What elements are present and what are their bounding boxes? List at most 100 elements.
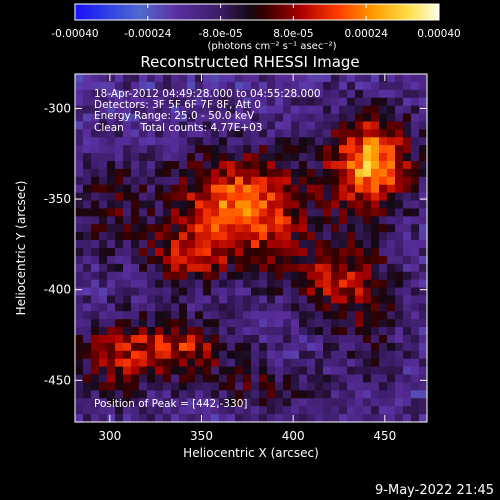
heatmap-cell xyxy=(83,327,92,336)
heatmap-cell xyxy=(275,414,284,423)
heatmap-cell xyxy=(163,390,172,399)
heatmap-cell xyxy=(355,224,364,233)
heatmap-cell xyxy=(155,255,164,265)
heatmap-cell xyxy=(163,200,172,210)
heatmap-cell xyxy=(419,81,428,91)
heatmap-cell xyxy=(83,224,92,233)
heatmap-cell xyxy=(91,184,100,194)
heatmap-cell xyxy=(243,279,252,289)
heatmap-cell xyxy=(203,208,212,217)
heatmap-cell xyxy=(339,232,348,241)
heatmap-cell xyxy=(243,89,252,99)
heatmap-cell xyxy=(75,350,84,360)
heatmap-cell xyxy=(267,406,276,415)
heatmap-cell xyxy=(323,319,332,328)
heatmap-cell xyxy=(355,287,364,297)
heatmap-cell xyxy=(315,303,324,312)
heatmap-cell xyxy=(219,153,228,162)
heatmap-cell xyxy=(379,406,388,415)
heatmap-cell xyxy=(331,358,340,368)
heatmap-cell xyxy=(227,287,236,297)
heatmap-cell xyxy=(155,232,164,241)
heatmap-cell xyxy=(363,366,372,376)
heatmap-cell xyxy=(171,319,180,328)
heatmap-cell xyxy=(243,232,252,241)
heatmap-cell xyxy=(323,303,332,312)
heatmap-cell xyxy=(203,161,212,170)
heatmap-cell xyxy=(251,200,260,210)
heatmap-cell xyxy=(387,374,396,384)
heatmap-cell xyxy=(235,216,244,225)
heatmap-cell xyxy=(387,287,396,297)
heatmap-cell xyxy=(331,81,340,91)
heatmap-cell xyxy=(395,168,404,178)
heatmap-cell xyxy=(187,358,196,368)
heatmap-cell xyxy=(379,224,388,233)
heatmap-cell xyxy=(395,382,404,391)
heatmap-cell xyxy=(347,335,356,344)
heatmap-cell xyxy=(203,121,212,130)
heatmap-cell xyxy=(403,137,412,146)
heatmap-cell xyxy=(163,263,172,273)
heatmap-cell xyxy=(339,303,348,312)
heatmap-cell xyxy=(411,176,420,186)
heatmap-cell xyxy=(235,366,244,376)
heatmap-cell xyxy=(195,208,204,217)
heatmap-cell xyxy=(75,319,84,328)
heatmap-cell xyxy=(147,232,156,241)
heatmap-cell xyxy=(75,113,84,123)
heatmap-cell xyxy=(419,382,428,391)
heatmap-cell xyxy=(195,279,204,289)
heatmap-cell xyxy=(299,208,308,217)
heatmap-cell xyxy=(107,224,116,233)
heatmap-cell xyxy=(299,113,308,123)
heatmap-cell xyxy=(179,240,188,249)
heatmap-cell xyxy=(235,153,244,162)
heatmap-cell xyxy=(195,248,204,257)
heatmap-cell xyxy=(139,366,148,376)
heatmap-cell xyxy=(75,97,84,107)
heatmap-cell xyxy=(123,129,132,138)
heatmap-cell xyxy=(307,358,316,368)
heatmap-cell xyxy=(163,287,172,297)
heatmap-cell xyxy=(299,311,308,320)
heatmap-cell xyxy=(419,319,428,328)
heatmap-cell xyxy=(99,263,108,273)
heatmap-cell xyxy=(123,366,132,376)
heatmap-cell xyxy=(227,374,236,384)
heatmap-cell xyxy=(419,390,428,399)
heatmap-cell xyxy=(115,184,124,194)
heatmap-cell xyxy=(395,366,404,376)
heatmap-cell xyxy=(283,287,292,297)
heatmap-cell xyxy=(307,271,316,281)
heatmap-cell xyxy=(131,255,140,265)
heatmap-cell xyxy=(299,327,308,336)
heatmap-cell xyxy=(379,342,388,352)
heatmap-cell xyxy=(123,295,132,304)
heatmap-cell xyxy=(251,224,260,233)
heatmap-cell xyxy=(259,303,268,312)
heatmap-cell xyxy=(155,105,164,115)
heatmap-cell xyxy=(107,240,116,249)
heatmap-cell xyxy=(379,192,388,202)
heatmap-cell xyxy=(347,97,356,107)
heatmap-cell xyxy=(203,255,212,265)
heatmap-cell xyxy=(163,240,172,249)
heatmap-cell xyxy=(147,153,156,162)
heatmap-cell xyxy=(331,342,340,352)
heatmap-cell xyxy=(179,161,188,170)
heatmap-cell xyxy=(371,374,380,384)
heatmap-cell xyxy=(371,342,380,352)
heatmap-cell xyxy=(75,184,84,194)
heatmap-cell xyxy=(331,184,340,194)
heatmap-cell xyxy=(339,287,348,297)
heatmap-cell xyxy=(115,287,124,297)
heatmap-cell xyxy=(267,137,276,146)
heatmap-cell xyxy=(99,216,108,225)
heatmap-cell xyxy=(299,295,308,304)
heatmap-cell xyxy=(203,224,212,233)
heatmap-cell xyxy=(211,303,220,312)
heatmap-cell xyxy=(411,248,420,257)
heatmap-cell xyxy=(419,342,428,352)
heatmap-cell xyxy=(355,89,364,99)
